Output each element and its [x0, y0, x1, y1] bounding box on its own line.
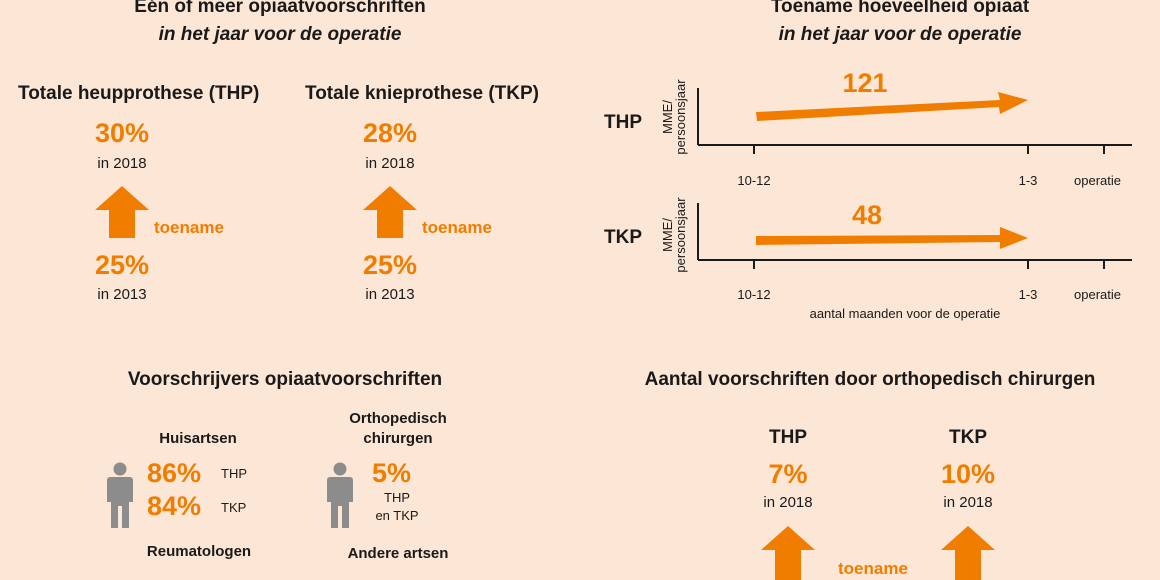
ortho-person-icon [327, 462, 353, 528]
rheumatologists-label: Reumatologen [146, 543, 252, 560]
tkp-pct-2013: 25% [362, 250, 418, 280]
amount-value-thp: 121 [842, 68, 888, 98]
thp-increase-arrow-icon [95, 186, 149, 238]
amount-axes-tkp [697, 203, 1132, 269]
thp-year-2013: in 2013 [97, 286, 147, 303]
amount-arrow-thp-icon [756, 92, 1028, 121]
ortho-label-line1: THP [384, 490, 410, 505]
gp-label-tkp: TKP [221, 500, 247, 515]
ortho-tkp-year: in 2018 [943, 494, 993, 511]
tkp-increase-label: toename [422, 218, 492, 237]
amount-ylabel-tkp-line2: persoonsjaar [673, 197, 688, 273]
ortho-heading-line1: Orthopedisch [349, 410, 447, 427]
amount-ylabel-thp-line2: persoonsjaar [673, 79, 688, 155]
ortho-label-line2: en TKP [375, 508, 419, 523]
amount-axes-thp [697, 88, 1132, 154]
ortho-pct: 5% [372, 458, 412, 488]
tkp-year-2018: in 2018 [365, 155, 415, 172]
ortho-thp-heading: THP [769, 427, 807, 448]
thp-heading: Totale heupprothese (THP) [18, 83, 260, 104]
amount-tick-thp-operatie: operatie [1074, 173, 1121, 188]
tkp-heading: Totale knieprothese (TKP) [305, 83, 540, 104]
amount-xlabel: aantal maanden voor de operatie [809, 306, 1001, 321]
ortho-thp-increase-arrow-icon [761, 526, 815, 580]
amount-tick-thp-1-3: 1-3 [1018, 173, 1038, 188]
gp-pct-tkp: 84% [147, 491, 202, 521]
prescribers-title: Voorschrijvers opiaatvoorschriften [127, 369, 443, 390]
gp-pct-thp: 86% [147, 458, 202, 488]
ortho-increase-label: toename [838, 559, 908, 578]
thp-year-2018: in 2018 [97, 155, 147, 172]
other-doctors-label: Andere artsen [347, 545, 449, 562]
amount-row-label-thp: THP [604, 112, 642, 133]
ortho-heading-line2: chirurgen [363, 430, 433, 447]
thp-pct-2013: 25% [94, 250, 150, 280]
opiate-amount-subtitle: in het jaar voor de operatie [778, 24, 1022, 45]
opiate-prescriptions-title: Eén of meer opiaatvoorschriften [134, 0, 426, 17]
amount-tick-tkp-10-12: 10-12 [737, 287, 771, 302]
ortho-thp-year: in 2018 [763, 494, 813, 511]
ortho-prescriptions-title: Aantal voorschriften door orthopedisch c… [644, 369, 1096, 390]
ortho-tkp-increase-arrow-icon [941, 526, 995, 580]
gp-label-thp: THP [221, 466, 247, 481]
amount-row-label-tkp: TKP [604, 227, 642, 248]
thp-increase-label: toename [154, 218, 224, 237]
tkp-year-2013: in 2013 [365, 286, 415, 303]
thp-pct-2018: 30% [94, 118, 150, 148]
opiate-prescriptions-subtitle: in het jaar voor de operatie [158, 24, 402, 45]
amount-tick-tkp-1-3: 1-3 [1018, 287, 1038, 302]
gp-person-icon [107, 462, 133, 528]
ortho-tkp-heading: TKP [949, 427, 987, 448]
amount-tick-thp-10-12: 10-12 [737, 173, 771, 188]
amount-value-tkp: 48 [851, 200, 883, 230]
tkp-increase-arrow-icon [363, 186, 417, 238]
amount-arrow-tkp-icon [756, 227, 1028, 249]
ortho-thp-pct: 7% [768, 459, 808, 489]
opiate-amount-title: Toename hoeveelheid opiaat [770, 0, 1030, 17]
tkp-pct-2018: 28% [362, 118, 418, 148]
gp-heading: Huisartsen [159, 430, 237, 447]
amount-tick-tkp-operatie: operatie [1074, 287, 1121, 302]
ortho-tkp-pct: 10% [940, 459, 996, 489]
